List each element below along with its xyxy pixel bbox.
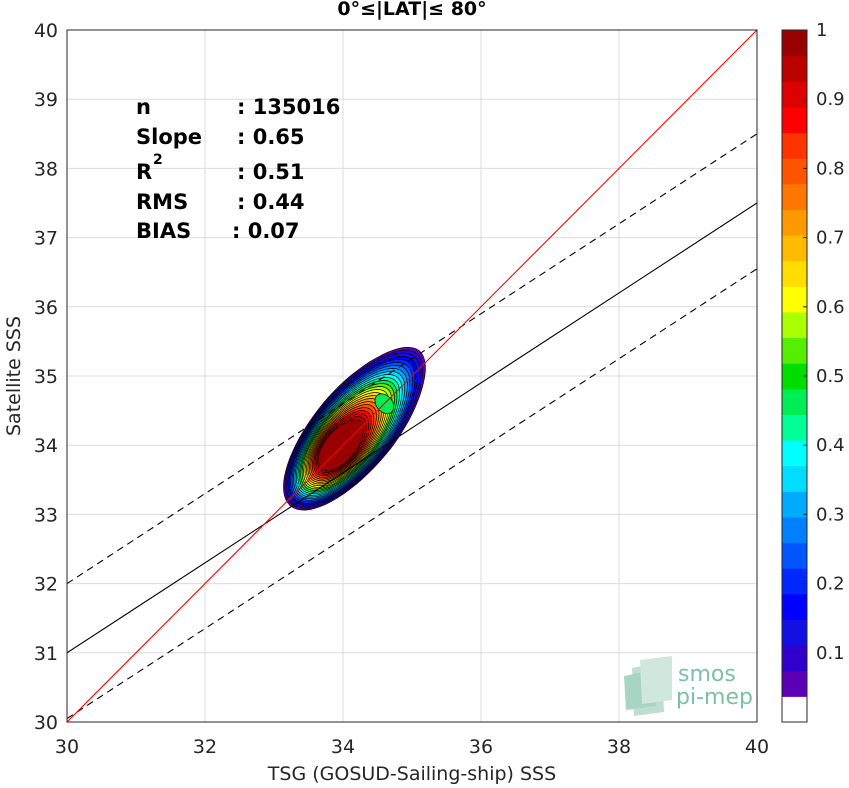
y-tick-label: 36 xyxy=(34,297,58,319)
colorbar-segment xyxy=(782,491,807,518)
y-tick-label: 31 xyxy=(34,643,58,665)
y-tick-label: 30 xyxy=(34,712,58,734)
colorbar-tick-label: 0.5 xyxy=(816,366,845,387)
y-tick-label: 35 xyxy=(34,366,58,388)
stat-label-n: n xyxy=(136,95,151,119)
colorbar-segment xyxy=(782,388,807,415)
reference-lines xyxy=(67,30,757,722)
colorbar-segment xyxy=(782,593,807,620)
x-tick-label: 38 xyxy=(607,736,631,758)
logo-line2: pi-mep xyxy=(676,685,753,710)
logo-waves-icon xyxy=(624,656,672,716)
colorbar-segment xyxy=(782,542,807,569)
smos-pimep-logo: smos pi-mep xyxy=(624,656,753,716)
colorbar-tick-label: 0.2 xyxy=(816,574,845,595)
colorbar-segment xyxy=(782,235,807,262)
colorbar-segment xyxy=(782,183,807,210)
lower-dashed-line xyxy=(67,268,757,720)
stat-value-n: : 135016 xyxy=(237,95,340,119)
stat-value-r2: : 0.51 xyxy=(237,160,305,184)
colorbar-tick-label: 0.1 xyxy=(816,643,845,664)
x-tick-label: 36 xyxy=(469,736,493,758)
colorbar-tick-label: 1 xyxy=(816,20,827,41)
colorbar-segment xyxy=(782,286,807,313)
colorbar-segment xyxy=(782,440,807,467)
stat-label-rms: RMS xyxy=(136,190,188,214)
y-tick-label: 40 xyxy=(34,20,58,42)
colorbar-segment xyxy=(782,670,807,697)
colorbar-segment xyxy=(782,132,807,159)
y-tick-label: 32 xyxy=(34,574,58,596)
colorbar-segment xyxy=(782,363,807,390)
identity-line xyxy=(67,30,757,722)
colorbar-segment xyxy=(782,619,807,646)
colorbar-segment xyxy=(782,645,807,672)
colorbar-tick-label: 0.4 xyxy=(816,435,845,456)
colorbar-segment xyxy=(782,81,807,108)
colorbar-segment xyxy=(782,209,807,236)
colorbar-tick-labels: 0.1 0.2 0.3 0.4 0.5 0.6 0.7 0.8 0.9 1 xyxy=(803,20,845,664)
y-tick-label: 38 xyxy=(34,158,58,180)
colorbar-segment xyxy=(782,260,807,287)
colorbar-segment xyxy=(782,55,807,82)
x-tick-label: 32 xyxy=(193,736,217,758)
x-tick-label: 30 xyxy=(55,736,79,758)
logo-line1: smos xyxy=(678,662,736,687)
stat-value-slope: : 0.65 xyxy=(237,125,305,149)
colorbar-segment xyxy=(782,30,807,57)
colorbar-segment xyxy=(782,158,807,185)
stat-label-bias: BIAS xyxy=(136,219,191,243)
chart-title: 0°≤|LAT|≤ 80° xyxy=(337,0,486,20)
y-tick-labels: 30 31 32 33 34 35 36 37 38 39 40 xyxy=(34,20,58,734)
colorbar-segment xyxy=(782,568,807,595)
plot-frame xyxy=(66,29,758,723)
regression-line xyxy=(67,202,757,654)
colorbar-tick-label: 0.6 xyxy=(816,297,845,318)
colorbar-segment xyxy=(782,337,807,364)
y-tick-label: 33 xyxy=(34,504,58,526)
colorbar-tick-label: 0.8 xyxy=(816,158,845,179)
colorbar-segment xyxy=(782,414,807,441)
colorbar xyxy=(781,29,808,723)
colorbar-segment xyxy=(782,696,807,723)
x-tick-labels: 30 32 34 36 38 40 xyxy=(55,736,769,758)
colorbar-segment xyxy=(782,465,807,492)
stat-value-bias: : 0.07 xyxy=(232,219,300,243)
colorbar-segment xyxy=(782,516,807,544)
colorbar-tick-label: 0.9 xyxy=(816,89,845,110)
upper-dashed-line xyxy=(67,133,757,585)
colorbar-segment xyxy=(782,311,807,339)
stat-value-rms: : 0.44 xyxy=(237,190,305,214)
colorbar-tick-label: 0.3 xyxy=(816,504,845,525)
y-axis-label: Satellite SSS xyxy=(3,316,25,436)
y-tick-label: 39 xyxy=(34,89,58,111)
x-tick-label: 34 xyxy=(331,736,355,758)
x-tick-label: 40 xyxy=(745,736,769,758)
colorbar-segment xyxy=(782,106,807,134)
y-tick-label: 37 xyxy=(34,228,58,250)
stat-label-r2-sup: 2 xyxy=(153,152,163,168)
colorbar-tick-label: 0.7 xyxy=(816,228,845,249)
stats-box: n : 135016 Slope : 0.65 R 2 : 0.51 RMS :… xyxy=(136,95,340,243)
stat-label-r2: R xyxy=(136,160,152,184)
x-axis-label: TSG (GOSUD-Sailing-ship) SSS xyxy=(267,763,556,785)
y-tick-label: 34 xyxy=(34,435,58,457)
stat-label-slope: Slope xyxy=(136,125,202,149)
